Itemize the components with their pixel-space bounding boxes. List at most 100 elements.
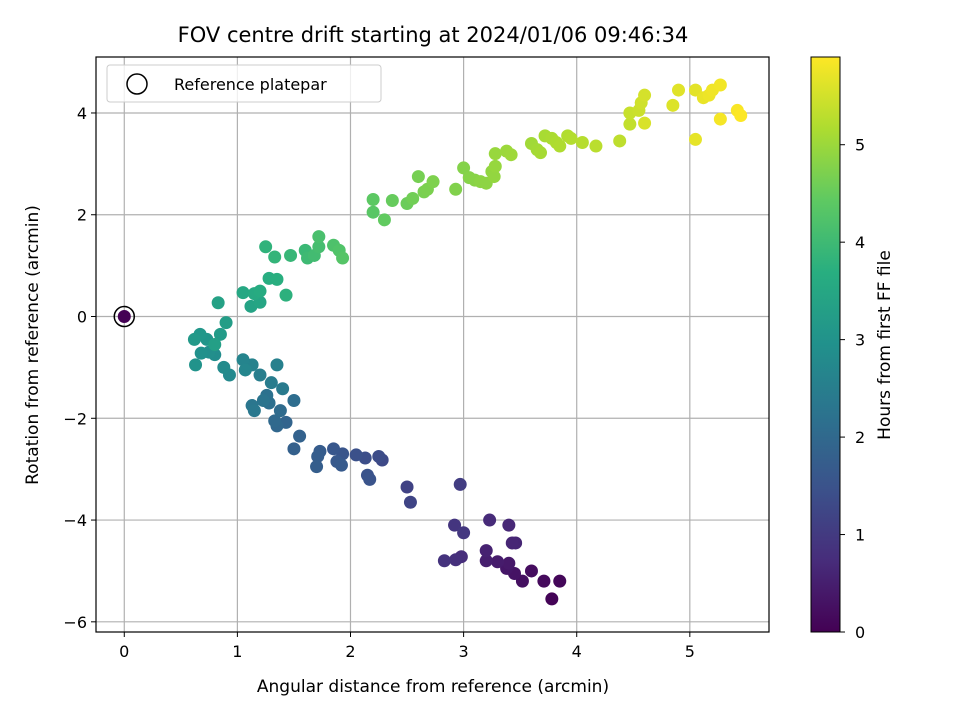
data-point bbox=[264, 376, 278, 390]
data-point bbox=[403, 495, 417, 509]
data-point bbox=[553, 139, 567, 153]
colorbar-label: Hours from first FF file bbox=[875, 250, 895, 440]
data-point bbox=[502, 518, 516, 532]
data-point bbox=[479, 544, 493, 558]
colorbar-tick-label: 1 bbox=[855, 526, 865, 545]
data-point bbox=[268, 414, 282, 428]
colorbar-tick-label: 5 bbox=[855, 136, 865, 155]
y-tick-label: 2 bbox=[77, 206, 87, 225]
data-points bbox=[187, 78, 748, 606]
data-point bbox=[426, 175, 440, 189]
data-point bbox=[293, 429, 307, 443]
reference-ring bbox=[113, 305, 136, 328]
data-point bbox=[259, 240, 273, 254]
data-point bbox=[366, 205, 380, 219]
data-point bbox=[589, 139, 603, 153]
data-point bbox=[734, 109, 748, 123]
data-point bbox=[363, 472, 377, 486]
data-point bbox=[688, 132, 702, 146]
x-tick-label: 3 bbox=[459, 642, 469, 661]
data-point bbox=[311, 449, 325, 463]
data-point bbox=[406, 191, 420, 205]
data-point bbox=[453, 477, 467, 491]
data-point bbox=[613, 134, 627, 148]
data-point bbox=[457, 161, 471, 175]
data-point bbox=[537, 574, 551, 588]
colorbar-tick-label: 3 bbox=[855, 331, 865, 350]
y-tick-label: −2 bbox=[63, 409, 87, 428]
data-point bbox=[505, 536, 519, 550]
y-axis-label: Rotation from reference (arcmin) bbox=[23, 205, 43, 485]
data-point bbox=[236, 286, 250, 300]
data-point bbox=[553, 574, 567, 588]
data-point bbox=[279, 288, 293, 302]
data-point bbox=[270, 272, 284, 286]
data-point bbox=[534, 146, 548, 160]
x-tick-label: 5 bbox=[685, 642, 695, 661]
data-point bbox=[488, 159, 502, 173]
data-point bbox=[437, 554, 451, 568]
colorbar-tick-label: 2 bbox=[855, 428, 865, 447]
y-tick-label: −4 bbox=[63, 511, 87, 530]
data-point bbox=[349, 448, 363, 462]
legend-box bbox=[106, 64, 382, 103]
colorbar-ticks: 0 1 2 3 4 5 bbox=[840, 136, 865, 642]
data-point bbox=[638, 88, 652, 102]
data-point bbox=[187, 332, 201, 346]
data-point bbox=[253, 368, 267, 382]
data-point bbox=[713, 78, 727, 92]
data-point bbox=[211, 296, 225, 310]
data-point bbox=[545, 592, 559, 606]
data-point bbox=[377, 213, 391, 227]
data-point bbox=[504, 148, 518, 162]
data-point bbox=[564, 131, 578, 145]
data-point bbox=[336, 251, 350, 265]
x-tick-label: 2 bbox=[345, 642, 355, 661]
data-point bbox=[411, 170, 425, 184]
data-point bbox=[487, 170, 501, 184]
grid bbox=[96, 57, 769, 632]
reference-point bbox=[117, 310, 131, 324]
reference-marker-group bbox=[113, 305, 136, 328]
data-point bbox=[334, 458, 348, 472]
data-point bbox=[256, 393, 270, 407]
legend: Reference platepar bbox=[106, 64, 382, 103]
data-point bbox=[310, 460, 324, 474]
data-point bbox=[270, 358, 284, 372]
data-point bbox=[372, 449, 386, 463]
x-axis-label: Angular distance from reference (arcmin) bbox=[257, 677, 609, 697]
x-axis-ticks: 0 1 2 3 4 5 bbox=[119, 632, 695, 661]
data-point bbox=[366, 192, 380, 206]
chart-title: FOV centre drift starting at 2024/01/06 … bbox=[178, 23, 689, 47]
data-point bbox=[457, 526, 471, 540]
data-point bbox=[479, 554, 493, 568]
data-point bbox=[575, 135, 589, 149]
data-point bbox=[217, 360, 231, 374]
data-point bbox=[253, 284, 267, 298]
data-point bbox=[312, 230, 326, 244]
y-tick-label: 4 bbox=[77, 104, 87, 123]
y-tick-label: 0 bbox=[77, 308, 87, 327]
data-point bbox=[284, 248, 298, 262]
plot-frame bbox=[95, 56, 770, 633]
legend-label: Reference platepar bbox=[174, 75, 327, 94]
data-point bbox=[268, 250, 282, 264]
data-point bbox=[488, 147, 502, 161]
data-point bbox=[236, 353, 250, 367]
colorbar-tick-label: 0 bbox=[855, 623, 865, 642]
data-point bbox=[194, 346, 208, 360]
y-tick-label: −6 bbox=[63, 613, 87, 632]
data-point bbox=[208, 338, 222, 351]
data-point bbox=[524, 564, 538, 578]
data-point bbox=[327, 442, 341, 456]
data-point bbox=[672, 83, 686, 97]
data-point bbox=[247, 404, 261, 418]
data-point bbox=[449, 182, 463, 196]
data-point bbox=[273, 404, 287, 418]
data-point bbox=[491, 555, 505, 569]
data-point bbox=[623, 117, 637, 131]
data-point bbox=[449, 553, 463, 567]
y-axis-ticks: −6 −4 −2 0 2 4 bbox=[63, 104, 96, 632]
data-point bbox=[713, 112, 727, 126]
data-point bbox=[666, 98, 680, 112]
